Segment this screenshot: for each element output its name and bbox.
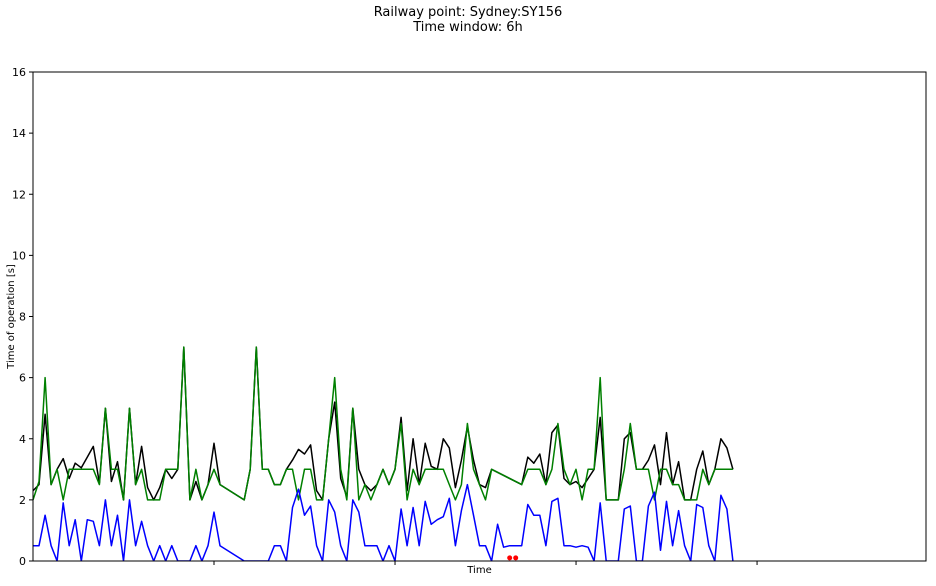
plot-layer [33, 346, 734, 561]
x-axis-label: Time [466, 565, 491, 576]
y-axis-label: Time of operation [s] [6, 264, 17, 370]
y-tick-label: 8 [19, 311, 26, 324]
y-tick-label: 10 [12, 249, 26, 262]
marker-point [513, 555, 519, 561]
y-tick-label: 4 [19, 433, 26, 446]
y-tick-label: 6 [19, 372, 26, 385]
chart-title: Railway point: Sydney:SY156 [373, 5, 563, 20]
y-tick-label: 2 [19, 494, 26, 507]
y-tick-label: 0 [19, 555, 26, 568]
y-axis: 0 2 4 6 8 10 12 14 16 [12, 66, 33, 568]
x-axis [213, 561, 758, 565]
axes-frame [32, 71, 927, 562]
y-tick-label: 14 [12, 127, 26, 140]
y-tick-label: 12 [12, 188, 26, 201]
series-line-3 [33, 483, 734, 561]
y-tick-label: 16 [12, 66, 26, 79]
series-line-2 [33, 346, 733, 501]
chart-subtitle: Time window: 6h [413, 20, 523, 35]
marker-point [507, 555, 513, 561]
